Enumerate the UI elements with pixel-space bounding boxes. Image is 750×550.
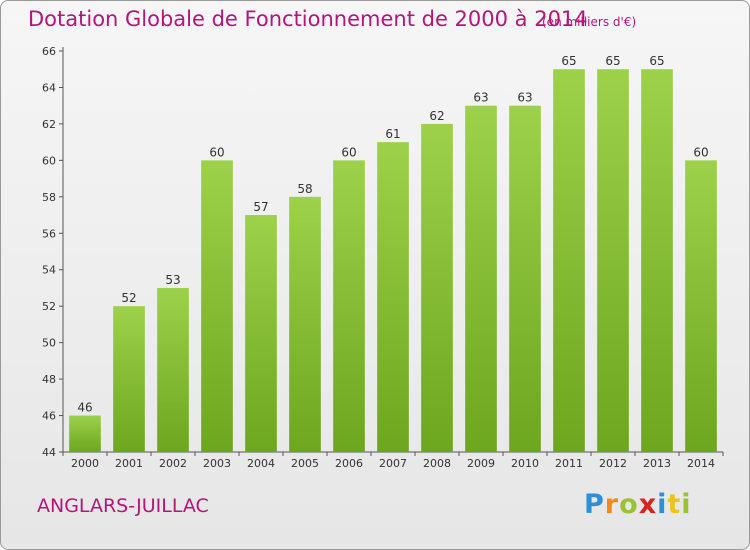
value-label: 57 — [253, 200, 268, 214]
bar-2005 — [289, 196, 321, 452]
bar-2007 — [377, 142, 409, 453]
bar-2002 — [157, 287, 189, 452]
value-label: 60 — [341, 145, 356, 159]
x-tick-label: 2010 — [511, 457, 539, 470]
y-tick-label: 62 — [42, 118, 56, 131]
y-tick-label: 50 — [42, 337, 56, 350]
y-tick-label: 58 — [42, 191, 56, 204]
x-tick-label: 2008 — [423, 457, 451, 470]
value-label: 60 — [693, 145, 708, 159]
x-tick-label: 2004 — [247, 457, 275, 470]
value-label: 52 — [121, 291, 136, 305]
bar-2013 — [641, 69, 673, 453]
bar-2014 — [685, 160, 717, 452]
x-tick-label: 2001 — [115, 457, 143, 470]
x-tick-label: 2013 — [643, 457, 671, 470]
y-tick-label: 46 — [42, 410, 56, 423]
x-tick-label: 2014 — [687, 457, 715, 470]
y-tick-label: 44 — [42, 446, 56, 459]
y-tick-label: 48 — [42, 373, 56, 386]
commune-name: ANGLARS-JUILLAC — [37, 495, 209, 517]
bar-2008 — [421, 123, 453, 452]
value-label: 46 — [77, 401, 92, 415]
proxiti-logo[interactable]: Proxiti — [584, 489, 692, 520]
chart-subtitle: (en milliers d'€) — [542, 15, 637, 29]
y-tick-label: 54 — [42, 264, 56, 277]
x-tick-label: 2000 — [71, 457, 99, 470]
bar-2003 — [201, 160, 233, 452]
value-label: 65 — [605, 54, 620, 68]
x-tick-label: 2012 — [599, 457, 627, 470]
x-tick-label: 2006 — [335, 457, 363, 470]
bar-2006 — [333, 160, 365, 452]
chart-title: Dotation Globale de Fonctionnement de 20… — [28, 7, 588, 31]
x-tick-label: 2011 — [555, 457, 583, 470]
value-label: 61 — [385, 127, 400, 141]
value-label: 63 — [517, 91, 532, 105]
value-label: 53 — [165, 273, 180, 287]
x-tick-label: 2009 — [467, 457, 495, 470]
y-tick-label: 52 — [42, 300, 56, 313]
value-label: 63 — [473, 91, 488, 105]
bar-2011 — [553, 69, 585, 453]
y-tick-label: 60 — [42, 154, 56, 167]
x-tick-label: 2007 — [379, 457, 407, 470]
value-label: 62 — [429, 109, 444, 123]
bar-2001 — [113, 306, 145, 452]
value-label: 60 — [209, 145, 224, 159]
value-label: 65 — [561, 54, 576, 68]
bar-2012 — [597, 69, 629, 453]
y-tick-label: 66 — [42, 45, 56, 58]
bar-2000 — [69, 415, 101, 452]
x-tick-label: 2003 — [203, 457, 231, 470]
y-tick-label: 64 — [42, 81, 56, 94]
value-label: 58 — [297, 182, 312, 196]
x-tick-label: 2005 — [291, 457, 319, 470]
value-label: 65 — [649, 54, 664, 68]
y-tick-label: 56 — [42, 227, 56, 240]
bar-2004 — [245, 215, 277, 452]
x-tick-label: 2002 — [159, 457, 187, 470]
bar-2010 — [509, 105, 541, 452]
bar-2009 — [465, 105, 497, 452]
